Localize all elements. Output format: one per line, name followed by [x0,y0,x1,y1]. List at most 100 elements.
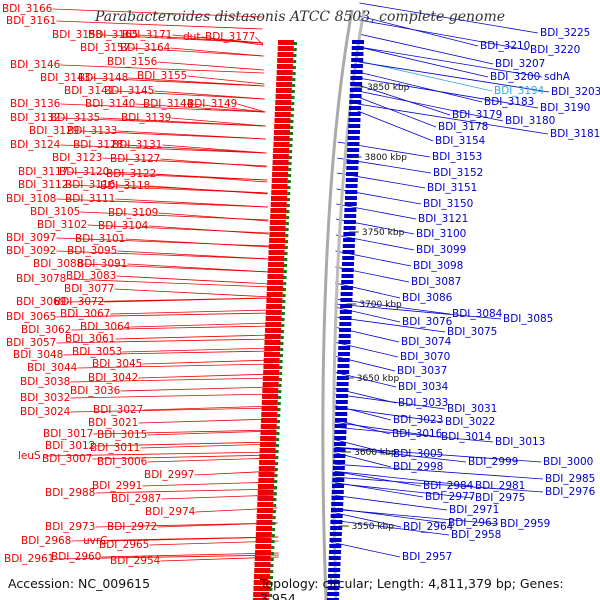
gene-block-red [266,286,283,291]
gene-label-right: BDI_2971 [449,504,499,516]
gene-block-blue [347,148,360,152]
gc-dot [279,366,283,369]
leader-line-left [187,75,265,85]
gene-label-left: BDI_3021 [88,417,138,429]
gene-label-left: BDI_3006 [97,456,148,468]
gene-label-left: BDI_2965 [99,539,149,551]
leader-line-right [331,511,402,528]
gc-dot [288,174,292,177]
leader-line-right [336,203,417,220]
leader-line-left [115,334,273,340]
gene-block-blue [348,124,361,128]
gc-dot [289,144,293,147]
gene-block-blue [340,292,353,296]
gene-block-blue [343,226,356,230]
leader-line-right [358,71,483,103]
leader-line-right [333,393,446,410]
leader-line-right [358,60,493,92]
leader-line-left [56,20,263,30]
gene-label-left: BDI_3123 [52,152,102,164]
leader-line-left [92,454,276,460]
left-leader-lines [43,8,279,562]
gc-dot [285,240,289,243]
gene-block-red [264,346,281,351]
gene-label-left: BDI_3156 [107,56,158,68]
gene-block-red [263,358,280,363]
gc-dot [273,492,277,495]
gene-block-blue [343,238,356,242]
gene-block-blue [351,52,364,56]
gene-label-right: BDI_3016 [392,428,443,440]
gc-dot [282,294,286,297]
gc-dot [283,276,287,279]
gene-label-right: BDI_3013 [495,436,545,448]
gene-block-red [270,202,287,207]
leader-line-left [138,373,274,379]
gene-label-right: BDI_3076 [402,316,453,328]
gene-block-red [254,556,271,561]
leader-line-right [331,494,448,511]
gene-block-red [255,544,272,549]
leader-line-right [359,15,479,47]
gene-block-red [260,424,277,429]
gc-dot [293,54,297,57]
leader-line-right [331,482,474,499]
leader-line-left [60,144,267,154]
gc-dot [279,354,283,357]
gene-label-right: BDI_3099 [416,244,466,256]
leader-line-right [331,508,499,525]
gene-label-left: BDI_3155 [137,70,187,82]
gene-label-left: BDI_2968 [21,535,71,547]
leader-line-left [135,103,266,113]
gene-block-blue [339,328,352,332]
leader-line-left [63,350,273,356]
gene-features [252,40,364,600]
gene-label-left: BDI_2991 [92,480,142,492]
gc-dot [277,414,281,417]
gc-dot [285,234,289,237]
gene-block-red [270,214,287,219]
gene-label-right: BDI_3075 [447,326,497,338]
gene-label-left: BDI_3097 [6,232,56,244]
gene-label-right: BDI_2959 [500,518,550,530]
leader-line-right [334,303,502,320]
gc-dot [283,282,287,285]
gene-label-left: BDI_3104 [98,220,149,232]
figure-title: Parabacteroides distasonis ATCC 8503, co… [94,9,506,25]
gene-block-blue [332,478,345,482]
gene-label-right: BDI_3203 [551,86,600,98]
leader-line-left [116,275,271,285]
gene-block-red [270,196,287,201]
gene-block-blue [332,466,345,470]
gc-dot [288,162,292,165]
leader-line-right [332,438,392,455]
gene-label-right: BDI_3100 [416,228,466,240]
leader-line-left [101,552,279,558]
gene-label-left: BDI_3064 [80,321,131,333]
gene-block-red [276,76,293,81]
gc-dot [287,186,291,189]
gene-block-red [269,238,286,243]
gene-block-blue [350,82,363,86]
gene-label-left: BDI_3124 [10,139,61,151]
gc-dot [280,348,284,351]
gc-dot [272,528,276,531]
gc-dot [272,510,276,513]
gene-label-right: BDI_3200 [490,71,540,83]
leader-line-left [70,407,275,413]
gene-block-red [272,160,289,165]
gene-label-right: BDI_2999 [468,456,518,468]
kbp-tick-label: 3700 kbp [359,300,402,310]
leader-line-left [194,470,277,476]
gc-dot [276,438,280,441]
gene-block-blue [333,448,346,452]
gene-block-blue [328,562,341,566]
gene-block-blue [346,172,359,176]
leader-line-left [156,173,268,183]
leader-line-right [357,90,504,122]
gene-label-right: sdhA [544,71,571,83]
gene-block-blue [343,220,356,224]
gene-label-left: BDI_3127 [110,153,160,165]
gene-label-right: BDI_2984 [423,480,474,492]
gene-label-left: BDI_3120 [59,166,109,178]
